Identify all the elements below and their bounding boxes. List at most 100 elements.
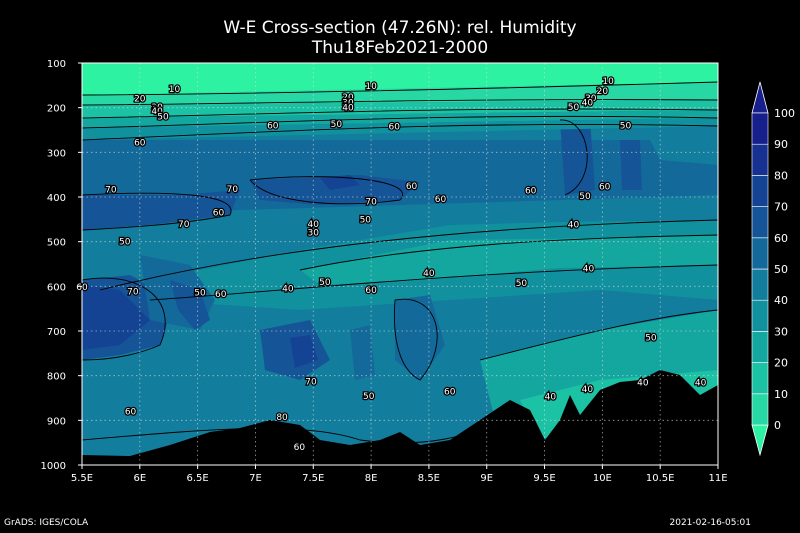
contour-line-12 <box>393 298 438 381</box>
y-tick-label: 300 <box>47 148 66 159</box>
contour-label: 60 <box>125 407 137 417</box>
contour-label: 40 <box>583 264 595 274</box>
colorbar-label: 90 <box>774 138 788 151</box>
y-tick-label: 400 <box>47 193 66 204</box>
footer-timestamp: 2021-02-16-05:01 <box>669 518 752 528</box>
contour-label: 60 <box>365 286 377 296</box>
contour-line-3 <box>81 115 719 129</box>
contour-label: 50 <box>579 192 591 202</box>
contour-label: 50 <box>516 279 528 289</box>
contour-line-5 <box>99 219 719 291</box>
contour-line-11 <box>81 277 166 361</box>
y-tick-label: 900 <box>47 416 66 427</box>
colorbar-segment <box>751 299 769 332</box>
contour-line-7 <box>299 234 719 271</box>
colorbar-segment <box>751 362 769 395</box>
humidity-region-14 <box>290 335 318 368</box>
humidity-region-7 <box>250 175 420 205</box>
contour-label: 50 <box>620 122 632 132</box>
colorbar-segment <box>751 143 769 176</box>
colorbar-label: 30 <box>774 325 788 338</box>
humidity-region-10 <box>620 140 642 190</box>
contour-line-2 <box>81 108 719 119</box>
colorbar-label: 20 <box>774 357 788 370</box>
contour-label: 60 <box>267 122 279 132</box>
contour-label: 50 <box>194 289 206 299</box>
colorbar-bottom-arrow <box>751 424 769 457</box>
contour-line-4 <box>81 124 719 141</box>
contour-label: 40 <box>568 221 580 231</box>
contour-label: 80 <box>276 413 288 423</box>
y-tick-label: 800 <box>47 372 66 383</box>
colorbar-label: 50 <box>774 263 788 276</box>
terrain-mask <box>82 370 718 465</box>
humidity-region-9 <box>560 120 595 195</box>
y-tick-label: 1000 <box>41 461 66 472</box>
contour-label: 40 <box>637 378 649 388</box>
humidity-region-6 <box>82 190 240 230</box>
contour-line-0 <box>81 81 719 96</box>
x-tick-label: 8E <box>365 473 378 484</box>
colorbar-segment <box>751 206 769 239</box>
contour-label: 40 <box>282 285 294 295</box>
contour-label: 30 <box>151 103 163 113</box>
contour-label: 50 <box>645 334 657 344</box>
contour-label: 40 <box>342 104 354 114</box>
colorbar-label: 0 <box>774 419 781 432</box>
contour-line-10 <box>249 176 403 205</box>
x-tick-label: 10E <box>593 473 612 484</box>
x-tick-label: 8.5E <box>418 473 440 484</box>
humidity-region-1 <box>640 120 718 165</box>
footer-credit: GrADS: IGES/COLA <box>4 518 89 528</box>
x-tick-label: 6.5E <box>187 473 209 484</box>
contour-label: 30 <box>308 229 320 239</box>
x-tick-label: 5.5E <box>71 473 93 484</box>
contour-label: 20 <box>342 93 354 103</box>
contour-label: 60 <box>134 139 146 149</box>
contour-label: 70 <box>127 288 139 298</box>
contour-line-9 <box>81 192 232 231</box>
contour-label: 70 <box>227 185 239 195</box>
dry-layer-transition-b <box>82 100 718 118</box>
y-tick-label: 500 <box>47 238 66 249</box>
colorbar-label: 60 <box>774 232 788 245</box>
contour-line-13 <box>559 119 588 196</box>
colorbar-label: 70 <box>774 201 788 214</box>
contour-label: 50 <box>360 215 372 225</box>
contour-label: 70 <box>178 220 190 230</box>
contour-label: 70 <box>305 377 317 387</box>
contour-label: 60 <box>76 283 88 293</box>
x-tick-label: 10.5E <box>646 473 675 484</box>
humidity-region-18 <box>170 280 210 330</box>
contour-label: 50 <box>319 278 331 288</box>
contour-label: 30 <box>585 94 597 104</box>
contour-label: 40 <box>423 269 435 279</box>
colorbar-label: 40 <box>774 294 788 307</box>
contour-label: 50 <box>363 392 375 402</box>
x-tick-label: 11E <box>708 473 727 484</box>
contour-label: 40 <box>582 385 594 395</box>
colorbar-top-arrow <box>751 81 769 114</box>
chart-title: W-E Cross-section (47.26N): rel. Humidit… <box>223 18 577 38</box>
humidity-region-8 <box>320 175 360 190</box>
contour-label: 30 <box>342 98 354 108</box>
contour-label: 10 <box>602 77 614 87</box>
dry-layer-transition-a <box>82 82 718 105</box>
y-tick-label: 700 <box>47 327 66 338</box>
humidity-region-0 <box>82 140 718 215</box>
x-tick-label: 7E <box>249 473 262 484</box>
colorbar-segment <box>751 331 769 363</box>
y-tick-label: 200 <box>47 104 66 115</box>
dry-layer-transition-d <box>82 118 718 140</box>
contour-label: 60 <box>406 182 418 192</box>
humidity-region-3 <box>300 235 718 285</box>
contour-label: 60 <box>388 122 400 132</box>
contour-label: 40 <box>582 98 594 108</box>
contour-label: 60 <box>435 195 447 205</box>
contour-label: 60 <box>525 187 537 197</box>
colorbar-segment <box>751 393 769 426</box>
contour-label: 60 <box>444 387 456 397</box>
contour-line-6 <box>149 264 719 301</box>
contour-label: 50 <box>119 238 131 248</box>
